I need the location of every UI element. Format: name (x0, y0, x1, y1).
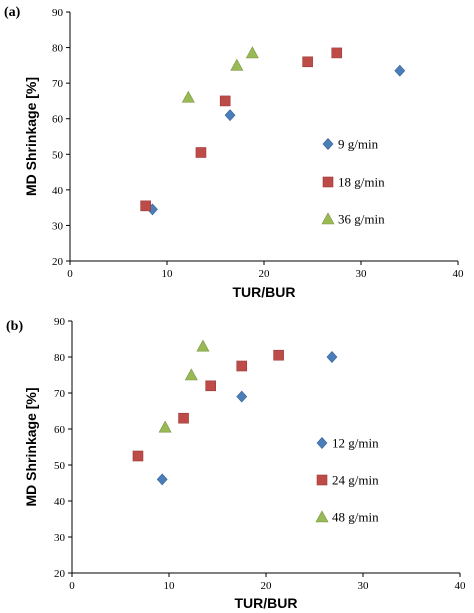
series-12-g-min (156, 351, 338, 486)
data-point (302, 56, 313, 68)
legend-label: 9 g/min (338, 137, 379, 152)
data-point (196, 339, 210, 352)
series-24-g-min (132, 349, 284, 462)
y-tick-label: 50 (54, 460, 66, 472)
data-point (181, 90, 195, 103)
legend-label: 48 g/min (332, 510, 379, 525)
y-tick-label: 50 (52, 149, 64, 161)
data-point (273, 349, 284, 361)
series-48-g-min (158, 339, 210, 433)
legend-label: 18 g/min (338, 175, 385, 190)
data-point (236, 360, 248, 372)
y-axis-label: MD Shrinkage [%] (23, 387, 39, 506)
x-tick-label: 10 (164, 580, 176, 592)
data-point (205, 380, 217, 392)
data-point (245, 46, 259, 59)
y-axis-label: MD Shrinkage [%] (23, 77, 39, 196)
y-tick-label: 60 (54, 424, 66, 436)
x-tick-label: 20 (259, 268, 271, 280)
chart-panel-b: 20 30 40 50 60 70 80 90 0 10 20 30 40 (b) TUR/BUR MD Sh… (6, 316, 466, 611)
legend-marker (322, 176, 334, 188)
y-tick-label: 70 (52, 78, 64, 90)
data-point (195, 147, 207, 158)
data-point (156, 473, 168, 486)
legend-marker (316, 437, 328, 449)
data-point (219, 95, 231, 107)
panel-label: (b) (6, 319, 23, 334)
y-tick-label: 30 (52, 220, 64, 232)
data-point (224, 109, 236, 122)
y-tick-label: 20 (52, 256, 64, 268)
x-tick-label: 30 (358, 580, 370, 592)
data-point (132, 450, 144, 462)
data-point (230, 58, 244, 71)
data-point (394, 64, 406, 77)
y-tick-label: 70 (54, 388, 66, 400)
panel-label: (a) (4, 5, 21, 20)
y-tick-label: 80 (54, 352, 66, 364)
legend-marker (322, 138, 334, 150)
data-point (331, 47, 343, 59)
y-tick-label: 60 (52, 114, 64, 126)
x-tick-label: 40 (455, 580, 467, 592)
legend-label: 12 g/min (332, 436, 379, 451)
y-tick-label: 80 (52, 43, 64, 55)
legend-label: 24 g/min (332, 473, 379, 488)
chart-panel-a: 20 30 40 50 60 70 80 90 0 10 20 30 40 (a) TUR/BUR MD Sh… (4, 5, 464, 300)
data-point (184, 368, 198, 381)
data-point (236, 390, 248, 403)
x-tick-label: 10 (162, 268, 174, 280)
legend-marker (321, 212, 335, 225)
data-point (158, 420, 172, 433)
x-tick-label: 30 (356, 268, 368, 280)
y-tick-label: 90 (54, 316, 66, 328)
data-point (326, 351, 338, 363)
x-axis-label: TUR/BUR (235, 595, 298, 611)
data-point (140, 200, 151, 212)
x-tick-label: 40 (453, 268, 465, 280)
series-18-g-min (140, 47, 343, 212)
y-tick-label: 40 (54, 496, 66, 508)
series-36-g-min (181, 46, 259, 103)
data-point (178, 412, 189, 424)
y-tick-label: 30 (54, 532, 66, 544)
x-tick-label: 20 (261, 580, 273, 592)
legend-marker (315, 510, 329, 523)
legend-label: 36 g/min (338, 212, 385, 227)
x-tick-label: 0 (69, 580, 75, 592)
x-tick-label: 0 (67, 268, 73, 280)
x-axis-label: TUR/BUR (233, 284, 296, 300)
legend-marker (316, 474, 328, 486)
y-tick-label: 90 (52, 7, 64, 19)
y-tick-label: 20 (54, 568, 66, 580)
y-tick-label: 40 (52, 185, 64, 197)
